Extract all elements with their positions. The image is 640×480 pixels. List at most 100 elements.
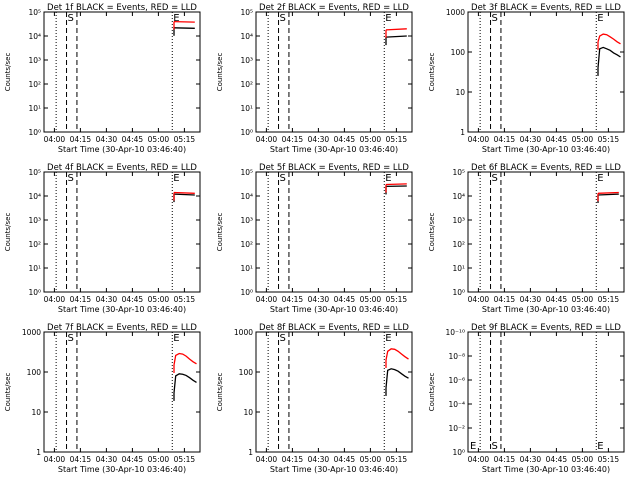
x-tick-label: 05:00 <box>360 135 382 144</box>
y-tick-label: 1 <box>36 448 41 457</box>
y-axis-label: Counts/sec <box>4 373 12 412</box>
chart-title: Det 2f BLACK = Events, RED = LLD <box>259 3 409 13</box>
y-tick-label: 1 <box>248 448 253 457</box>
x-tick-label: 05:15 <box>174 135 196 144</box>
chart-panel: Det 9f BLACK = Events, RED = LLD Counts/s… <box>428 323 625 474</box>
x-tick-label: 05:00 <box>148 295 170 304</box>
chart-panel: Det 7f BLACK = Events, RED = LLD Counts/s… <box>4 323 201 474</box>
x-tick-label: 04:30 <box>520 135 542 144</box>
y-tick-label: 10⁰ <box>452 288 465 297</box>
y-tick-label: 10⁻¹⁰ <box>445 328 465 337</box>
x-tick-label: 04:45 <box>546 135 568 144</box>
x-axis-label: Start Time (30-Apr-10 03:46:40) <box>482 465 610 474</box>
time-marker-label: E <box>597 13 603 24</box>
x-tick-label: 04:00 <box>468 135 490 144</box>
plot-frame <box>467 11 625 133</box>
x-tick-label: 04:00 <box>44 295 66 304</box>
y-tick-label: 10³ <box>452 216 465 225</box>
x-tick-label: 05:00 <box>572 295 594 304</box>
y-tick-label: 10³ <box>28 56 41 65</box>
x-tick-label: 05:15 <box>174 295 196 304</box>
chart-title: Det 5f BLACK = Events, RED = LLD <box>259 163 409 173</box>
y-tick-label: 10⁴ <box>452 192 465 201</box>
events-series-line <box>597 193 619 196</box>
y-tick-label: 10¹ <box>28 104 41 113</box>
x-tick-label: 04:00 <box>468 295 490 304</box>
chart-title: Det 4f BLACK = Events, RED = LLD <box>47 163 197 173</box>
plot-frame <box>255 331 413 453</box>
x-tick-label: 05:00 <box>360 455 382 464</box>
lld-series-line <box>597 191 619 194</box>
y-tick-label: 10⁻⁸ <box>448 352 465 361</box>
y-axis-label: Counts/sec <box>428 373 436 412</box>
y-tick-label: 10⁵ <box>240 8 253 17</box>
y-tick-label: 10 <box>243 408 253 417</box>
x-tick-label: 04:15 <box>282 295 304 304</box>
x-tick-label: 04:45 <box>122 135 144 144</box>
y-tick-label: 10³ <box>28 216 41 225</box>
x-tick-label: 05:15 <box>174 455 196 464</box>
x-axis-label: Start Time (30-Apr-10 03:46:40) <box>482 305 610 314</box>
y-tick-label: 10⁰ <box>28 128 41 137</box>
y-tick-label: 10⁵ <box>28 8 41 17</box>
x-tick-label: 04:30 <box>520 295 542 304</box>
time-marker-label: E <box>385 333 391 344</box>
events-series-line <box>385 368 409 388</box>
time-marker-label: E <box>173 13 179 24</box>
y-tick-label: 10⁰ <box>452 448 465 457</box>
y-tick-label: 10¹ <box>28 264 41 273</box>
x-tick-label: 05:15 <box>386 455 408 464</box>
y-tick-label: 10⁰ <box>240 128 253 137</box>
y-tick-label: 10⁻² <box>448 424 465 433</box>
x-tick-label: 05:00 <box>148 455 170 464</box>
x-tick-label: 04:15 <box>494 455 516 464</box>
x-tick-label: 04:15 <box>494 295 516 304</box>
x-tick-label: 05:00 <box>572 455 594 464</box>
chart-panel: Det 8f BLACK = Events, RED = LLD Counts/s… <box>216 323 413 474</box>
x-tick-label: 05:15 <box>598 455 620 464</box>
y-tick-label: 10⁴ <box>240 32 253 41</box>
x-tick-label: 04:00 <box>468 455 490 464</box>
y-tick-label: 10² <box>240 240 253 249</box>
time-marker-label: E <box>385 13 391 24</box>
x-axis-label: Start Time (30-Apr-10 03:46:40) <box>270 145 398 154</box>
chart-title: Det 6f BLACK = Events, RED = LLD <box>471 163 621 173</box>
x-tick-label: 04:15 <box>70 455 92 464</box>
y-tick-label: 10⁻⁶ <box>448 376 465 385</box>
y-axis-label: Counts/sec <box>216 213 224 252</box>
plot-frame <box>467 171 625 293</box>
plot-frame <box>255 11 413 133</box>
y-tick-label: 1000 <box>234 328 253 337</box>
x-tick-label: 04:15 <box>282 455 304 464</box>
lld-series-line <box>385 348 409 361</box>
y-tick-label: 10⁴ <box>28 32 41 41</box>
x-tick-label: 04:15 <box>70 295 92 304</box>
x-tick-label: 05:00 <box>360 295 382 304</box>
y-tick-label: 10¹ <box>240 264 253 273</box>
y-tick-label: 10⁰ <box>28 288 41 297</box>
y-tick-label: 100 <box>451 48 466 57</box>
events-series-line <box>173 27 195 29</box>
x-tick-label: 04:30 <box>308 135 330 144</box>
y-axis-label: Counts/sec <box>216 373 224 412</box>
events-series-line <box>173 193 195 196</box>
x-tick-label: 04:15 <box>282 135 304 144</box>
events-series-line <box>173 373 197 393</box>
x-tick-label: 04:00 <box>256 455 278 464</box>
y-tick-label: 1000 <box>446 8 465 17</box>
x-axis-label: Start Time (30-Apr-10 03:46:40) <box>58 145 186 154</box>
y-axis-label: Counts/sec <box>428 213 436 252</box>
x-tick-label: 05:15 <box>386 135 408 144</box>
x-tick-label: 04:00 <box>256 135 278 144</box>
y-tick-label: 10⁵ <box>452 168 465 177</box>
plot-frame <box>43 331 201 453</box>
y-tick-label: 10² <box>28 240 41 249</box>
y-tick-label: 100 <box>27 368 42 377</box>
x-tick-label: 04:45 <box>546 295 568 304</box>
x-tick-label: 05:15 <box>598 135 620 144</box>
x-tick-label: 04:15 <box>494 135 516 144</box>
y-axis-label: Counts/sec <box>4 213 12 252</box>
y-tick-label: 1 <box>460 128 465 137</box>
x-tick-label: 04:30 <box>96 135 118 144</box>
